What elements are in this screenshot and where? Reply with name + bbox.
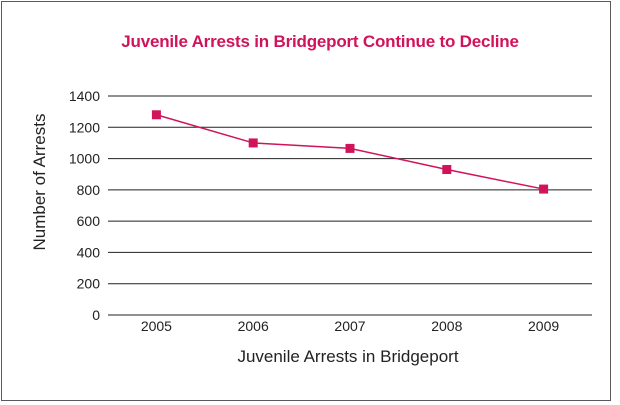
y-tick-label: 1200 [69,119,100,135]
y-tick-label: 1400 [69,88,100,104]
data-point-marker [442,165,452,175]
x-tick-label: 2008 [431,318,462,334]
data-point-marker [345,143,355,153]
x-tick-label: 2006 [238,318,269,334]
chart-frame [1,1,611,401]
y-tick-labels: 0 200 400 600 800 1000 1200 1400 [69,88,100,323]
data-point-marker [539,184,549,194]
y-axis-label: Number of Arrests [30,114,49,251]
y-tick-label: 1000 [69,151,100,167]
y-tick-label: 200 [77,276,101,292]
x-tick-label: 2005 [141,318,172,334]
y-tick-label: 800 [77,182,101,198]
x-axis-label: Juvenile Arrests in Bridgeport [237,347,458,366]
y-tick-label: 0 [92,307,100,323]
x-tick-label: 2009 [528,318,559,334]
grid-lines [108,95,592,316]
y-tick-label: 400 [77,244,101,260]
x-tick-label: 2007 [334,318,365,334]
y-tick-label: 600 [77,213,101,229]
x-tick-labels: 2005 2006 2007 2008 2009 [141,318,560,334]
data-point-marker [248,138,258,148]
data-series [151,110,549,194]
chart-title: Juvenile Arrests in Bridgeport Continue … [121,32,519,51]
data-point-marker [151,110,161,120]
